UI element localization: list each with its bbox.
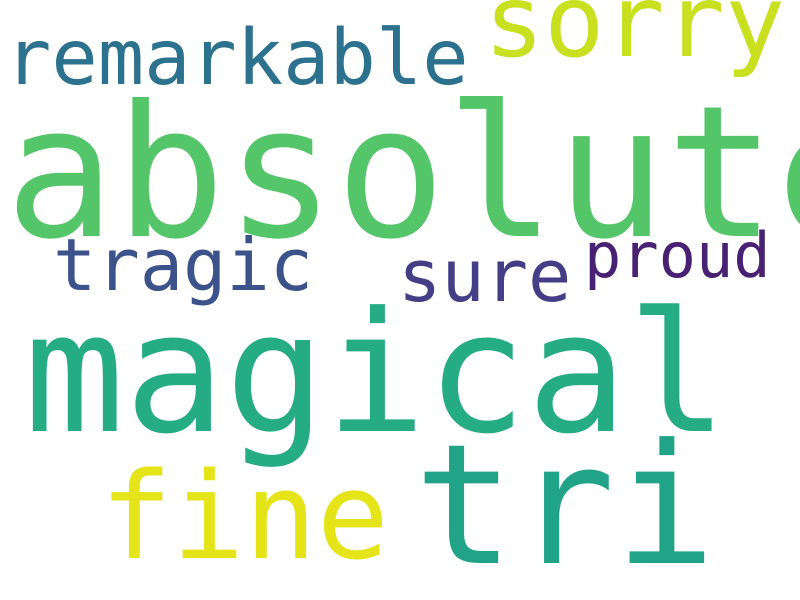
word-tri: tri	[414, 409, 716, 600]
word-sure: sure	[398, 234, 572, 318]
word-proud: proud	[584, 219, 771, 292]
word-remarkable: remarkable	[5, 14, 469, 103]
word-tragic: tragic	[53, 223, 314, 307]
word-magical: magical	[24, 277, 728, 471]
word-fine: fine	[100, 448, 389, 587]
word-sorry: sorry	[484, 0, 786, 80]
word-absolute: absolute	[5, 67, 800, 280]
